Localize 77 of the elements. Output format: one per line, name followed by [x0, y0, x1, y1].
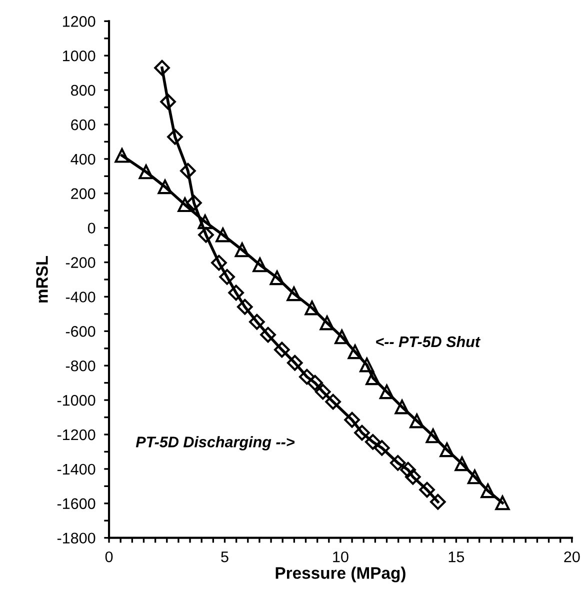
point	[366, 370, 380, 386]
point	[249, 314, 265, 330]
point	[154, 60, 170, 76]
y-tick-label: 1200	[63, 16, 96, 27]
y-tick-label: 600	[71, 119, 96, 130]
point	[304, 300, 320, 316]
point	[252, 258, 268, 272]
point	[286, 286, 302, 302]
point	[325, 394, 341, 410]
point	[307, 374, 323, 391]
y-tick-label: -1200	[57, 429, 96, 440]
y-tick-label: -600	[66, 326, 96, 337]
y-tick-label: 200	[71, 188, 96, 200]
point	[344, 412, 360, 428]
point	[219, 269, 235, 285]
point	[379, 384, 394, 400]
point	[286, 354, 303, 371]
annotation: <-- PT-5D Shut	[376, 336, 481, 348]
point	[374, 440, 390, 456]
point	[228, 284, 244, 301]
x-tick-label: 0	[105, 551, 113, 562]
point	[320, 316, 334, 330]
point	[314, 384, 331, 400]
point	[404, 468, 421, 485]
point	[334, 330, 350, 344]
point	[274, 342, 290, 358]
x-axis-title: Pressure (MPag)	[276, 566, 406, 582]
point	[467, 470, 482, 484]
point	[430, 494, 446, 510]
point	[211, 254, 227, 271]
point	[390, 455, 406, 471]
point	[236, 298, 253, 315]
y-tick-label: -200	[66, 257, 96, 268]
point	[419, 482, 435, 498]
point	[410, 414, 424, 428]
y-tick-label: -1000	[57, 394, 96, 406]
y-tick-label: 800	[71, 84, 96, 96]
point	[260, 326, 276, 343]
x-tick-label: 5	[221, 552, 228, 562]
point	[440, 442, 454, 458]
point	[426, 428, 440, 444]
x-tick-label: 10	[333, 551, 348, 562]
point	[186, 194, 202, 211]
point	[114, 148, 130, 163]
point	[394, 400, 410, 414]
point	[167, 128, 183, 145]
point	[400, 462, 416, 478]
y-tick-label: -1800	[57, 532, 96, 544]
y-tick-label: -400	[66, 292, 96, 302]
point	[364, 434, 381, 450]
point	[234, 242, 250, 258]
point	[216, 228, 230, 242]
y-tick-label: -800	[66, 360, 96, 372]
point	[198, 214, 212, 230]
point	[198, 226, 214, 243]
point	[270, 270, 284, 286]
x-tick-label: 20	[564, 551, 580, 562]
y-tick-label: 400	[70, 154, 96, 165]
y-tick-label: -1600	[57, 498, 96, 510]
y-tick-label: 1000	[63, 50, 96, 62]
y-axis-title: mRSL	[36, 256, 48, 302]
annotation: PT-5D Discharging -->	[136, 436, 294, 450]
point	[495, 496, 510, 510]
x-tick-label: 15	[448, 552, 464, 562]
point	[360, 358, 374, 372]
point	[480, 484, 496, 498]
point	[158, 180, 172, 194]
point	[354, 424, 370, 441]
y-tick-label: 0	[88, 222, 96, 234]
point	[138, 164, 154, 180]
y-tick-label: -1400	[57, 464, 96, 475]
point	[454, 456, 470, 472]
point	[298, 368, 315, 385]
point	[180, 162, 196, 179]
point	[178, 197, 192, 212]
point	[348, 344, 362, 360]
point	[160, 94, 176, 110]
